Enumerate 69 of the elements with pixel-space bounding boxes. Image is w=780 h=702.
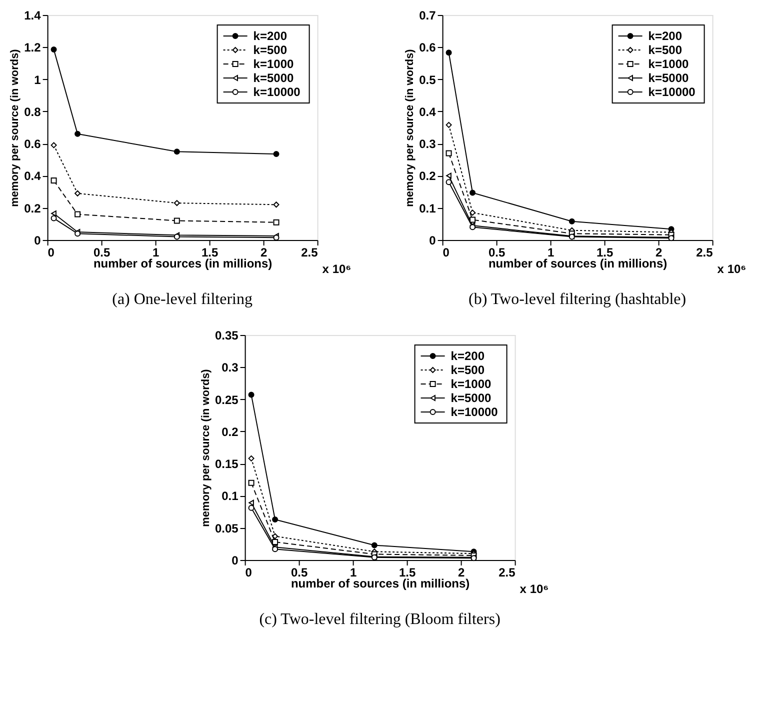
legend-label: k=200 [648, 29, 682, 43]
x-axis-title: number of sources (in millions) [488, 256, 668, 270]
legend-label: k=1000 [648, 57, 690, 71]
y-tick-label: 0.35 [214, 328, 239, 342]
x-tick-label: 0.5 [93, 246, 110, 260]
y-tick-label: 0.05 [214, 521, 239, 536]
x-tick-label: 2 [458, 566, 465, 580]
x-tick-label: 1.5 [201, 246, 218, 260]
y-tick-label: 0.6 [419, 40, 436, 55]
x-tick-label: 2.5 [696, 246, 714, 260]
y-tick-label: 0.4 [419, 104, 436, 119]
text: (c) Two-level filtering (Bloom filters) [259, 611, 500, 628]
text: x 10⁶ [520, 582, 549, 596]
text: (a) One-level filtering [112, 291, 252, 308]
legend-label: k=5000 [450, 391, 492, 405]
x-tick-label: 1 [152, 246, 160, 260]
y-tick-label: 0.7 [419, 8, 436, 22]
y-tick-label: 0.4 [24, 169, 42, 184]
y-tick-label: 0.2 [419, 169, 436, 184]
y-tick-label: 0.5 [419, 72, 436, 87]
legend-label: k=5000 [648, 71, 690, 85]
y-tick-label: 1.4 [24, 8, 42, 22]
x-axis-title: number of sources (in millions) [93, 256, 272, 270]
text: x 10⁶ [717, 262, 746, 276]
x-tick-label: 2 [655, 246, 662, 260]
x-tick-label: 0 [48, 246, 55, 260]
y-tick-label: 0.1 [222, 489, 239, 504]
y-axis-title: memory per source (in words) [9, 48, 22, 207]
legend-label: k=10000 [450, 405, 498, 419]
y-tick-label: 0.1 [419, 201, 436, 216]
legend-label: k=200 [253, 29, 288, 43]
y-tick-label: 0.8 [24, 104, 42, 119]
legend-label: k=500 [450, 363, 485, 377]
legend-label: k=1000 [450, 377, 492, 391]
x-tick-label: 0 [245, 566, 252, 580]
x-tick-label: 0.5 [290, 566, 308, 580]
legend-label: k=10000 [648, 85, 696, 99]
text: (b) Two-level filtering (hashtable) [468, 291, 686, 308]
y-tick-label: 0.6 [24, 137, 42, 152]
legend-label: k=5000 [253, 71, 294, 85]
x-tick-label: 0.5 [488, 246, 506, 260]
y-tick-label: 1.2 [24, 40, 42, 55]
y-tick-label: 0.15 [214, 457, 239, 472]
y-tick-label: 0.2 [24, 201, 42, 216]
x-axis-title: number of sources (in millions) [290, 576, 470, 590]
legend-label: k=10000 [253, 85, 301, 99]
legend-label: k=200 [450, 349, 485, 363]
text: x 10⁶ [322, 262, 352, 276]
x-tick-label: 2 [260, 246, 268, 260]
x-tick-label: 1 [547, 246, 554, 260]
y-axis-title: memory per source (in words) [200, 368, 212, 527]
legend-label: k=500 [648, 43, 682, 57]
x-tick-label: 1.5 [398, 566, 416, 580]
x-tick-label: 1.5 [596, 246, 614, 260]
y-tick-label: 0.25 [214, 392, 239, 407]
x-tick-label: 2.5 [301, 246, 318, 260]
legend-label: k=1000 [253, 57, 294, 71]
y-tick-label: 0.3 [419, 137, 436, 152]
y-tick-label: 0 [429, 234, 436, 248]
y-tick-label: 1 [34, 72, 42, 87]
y-tick-label: 0 [232, 554, 239, 568]
y-tick-label: 0.3 [222, 360, 239, 375]
x-tick-label: 0 [442, 246, 450, 260]
x-tick-label: 2.5 [498, 566, 516, 580]
legend-label: k=500 [253, 43, 288, 57]
y-tick-label: 0.2 [222, 424, 239, 439]
y-axis-title: memory per source (in words) [404, 48, 416, 207]
x-tick-label: 1 [350, 566, 357, 580]
y-tick-label: 0 [34, 234, 42, 248]
